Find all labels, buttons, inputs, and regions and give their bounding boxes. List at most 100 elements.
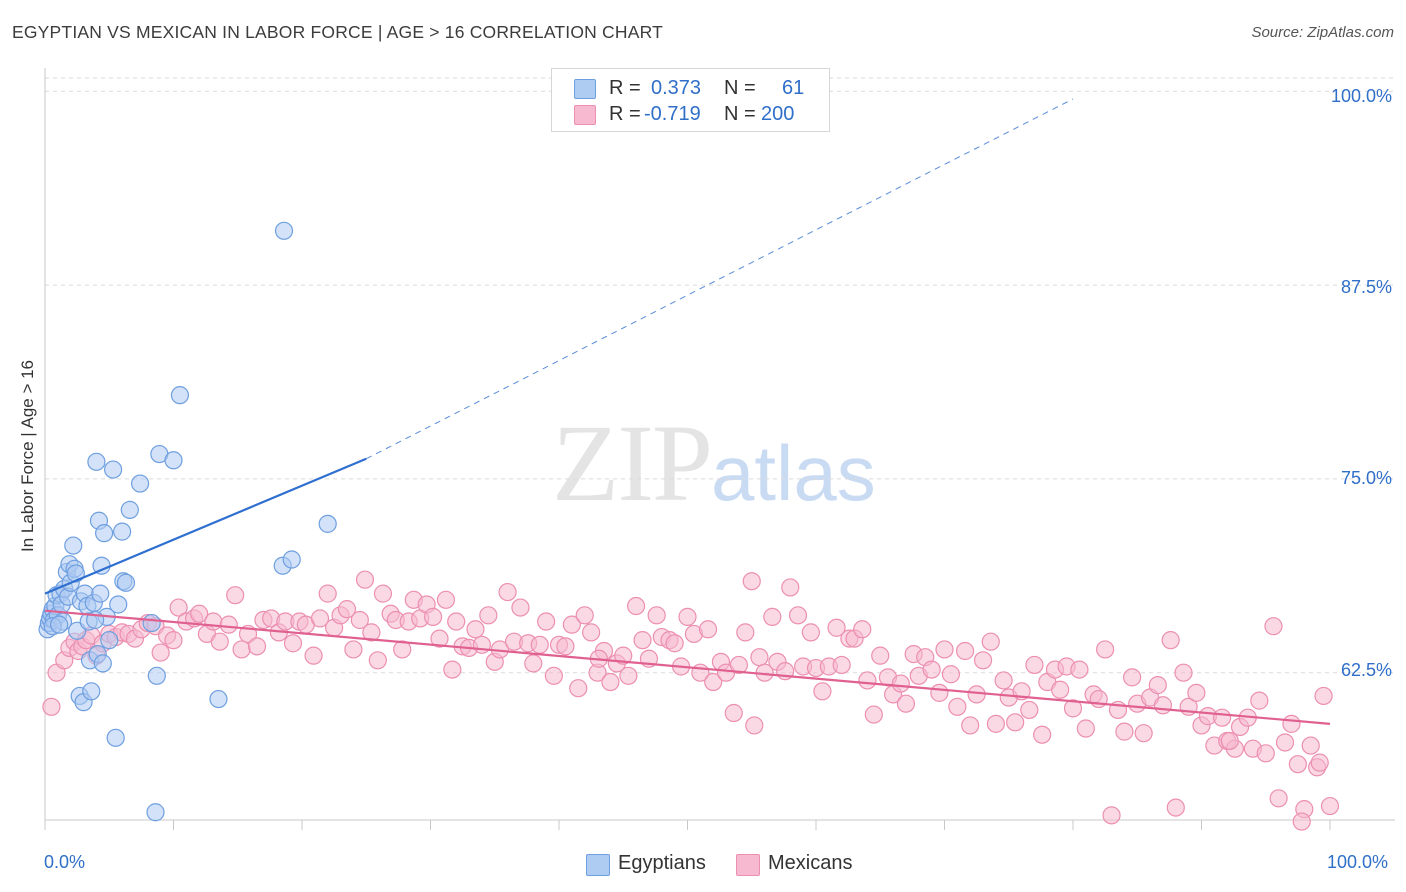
- mexicans-point: [1115, 722, 1134, 741]
- n-value: 61: [782, 77, 805, 99]
- mexicans-point: [704, 672, 723, 692]
- mexicans-point: [190, 604, 209, 623]
- n-label: N =: [724, 77, 756, 99]
- x-tick-label-0: 0.0%: [44, 852, 86, 872]
- watermark-atlas: atlas: [711, 429, 876, 517]
- mexicans-point: [232, 640, 251, 659]
- mexicans-point: [986, 714, 1006, 733]
- mexicans-point: [1096, 640, 1115, 659]
- mexicans-point: [210, 632, 229, 651]
- mexicans-point: [1025, 655, 1044, 675]
- mexicans-point: [1250, 691, 1269, 710]
- mexicans-point: [524, 654, 543, 673]
- r-value: 0.373: [651, 77, 702, 99]
- mexicans-point: [247, 637, 267, 656]
- mexicans-point: [788, 606, 808, 625]
- mexicans-point: [832, 655, 851, 675]
- mexicans-point: [1076, 719, 1095, 738]
- gridlines: [45, 77, 1395, 674]
- watermark: ZIPatlas: [552, 400, 876, 527]
- mexicans-point: [430, 629, 449, 648]
- mexicans-point: [633, 631, 652, 650]
- mexicans-point: [981, 632, 1000, 651]
- mexicans-point: [955, 641, 975, 661]
- mexicans-point: [423, 607, 443, 626]
- mexicans-point: [896, 694, 916, 713]
- mexicans-point: [1102, 806, 1121, 825]
- source-label: Source: ZipAtlas.com: [1251, 24, 1394, 41]
- r-label: R =: [609, 77, 641, 99]
- mexicans-point: [619, 666, 638, 685]
- mexicans-point: [941, 665, 961, 684]
- egyptians-point: [109, 595, 128, 614]
- mexicans-point: [930, 683, 949, 702]
- mexicans-point: [466, 620, 485, 639]
- mexicans-point: [678, 607, 697, 626]
- y-tick-label-62.5: 62.5%: [1340, 660, 1392, 680]
- egyptians-legend-swatch: [586, 854, 610, 876]
- mexicans-point: [801, 623, 820, 642]
- mexicans-point: [151, 643, 170, 662]
- egyptians-point: [147, 666, 166, 685]
- mexicans-point: [164, 631, 183, 650]
- egyptians-point: [164, 451, 183, 470]
- mexicans-point: [601, 672, 620, 692]
- egyptians-point: [64, 536, 83, 555]
- mexicans-point: [479, 606, 498, 625]
- mexicans-point: [1264, 617, 1283, 636]
- y-tick-label-75: 75.0%: [1340, 468, 1392, 488]
- mexicans-point: [827, 618, 846, 637]
- egyptians-trend-line: [44, 457, 367, 595]
- mexicans-point: [1153, 696, 1173, 715]
- egyptians-point: [100, 631, 119, 650]
- mexicans-point: [530, 635, 549, 654]
- mexicans-point: [813, 682, 832, 701]
- mexicans-point: [498, 582, 517, 602]
- mexicans-point: [763, 607, 782, 626]
- mexicans-point: [961, 716, 980, 735]
- mexicans-point: [393, 640, 412, 659]
- mexicans-point: [891, 674, 910, 693]
- watermark-zip: ZIP: [552, 402, 713, 524]
- mexicans-point: [1063, 699, 1083, 718]
- mexicans-point: [1220, 731, 1239, 751]
- mexicans-legend-swatch: [736, 854, 760, 876]
- mexicans-point: [368, 651, 387, 670]
- n-value: 200: [761, 103, 795, 125]
- mexicans-point: [1123, 668, 1142, 687]
- mexicans-point: [967, 685, 986, 704]
- mexicans-point: [750, 648, 769, 667]
- mexicans-point: [973, 651, 993, 670]
- mexicans-point: [447, 612, 466, 631]
- mexicans-point: [736, 623, 755, 642]
- mexicans-point: [337, 600, 357, 619]
- egyptians-point: [91, 584, 110, 603]
- axes: [44, 68, 1395, 830]
- correlation-legend: R = 0.373 N = 61 R = -0.719 N = 200: [551, 68, 830, 132]
- mexicans-point: [745, 716, 764, 735]
- mexicans-point: [204, 612, 223, 631]
- mexicans-point: [948, 697, 967, 716]
- egyptians-point: [282, 550, 301, 569]
- n-label: N =: [724, 103, 756, 125]
- mexicans-point: [1275, 733, 1295, 752]
- mexicans-point: [344, 640, 363, 659]
- mexicans-point: [1070, 660, 1089, 679]
- mexicans-point: [362, 623, 381, 642]
- mexicans-point: [858, 671, 877, 690]
- mexicans-point: [575, 606, 594, 625]
- y-tick-label-100: 100.0%: [1330, 86, 1392, 106]
- mexicans-point: [544, 666, 563, 685]
- mexicans-point: [665, 634, 684, 653]
- mexicans-point: [729, 655, 749, 675]
- egyptians-point: [106, 728, 125, 747]
- mexicans-points: [42, 570, 1340, 831]
- mexicans-point: [355, 570, 375, 589]
- mexicans-point: [373, 584, 393, 603]
- egyptians-legend-label: Egyptians: [618, 852, 706, 874]
- egyptians-point: [120, 500, 139, 519]
- mexicans-swatch: [574, 105, 596, 125]
- mexicans-point: [1212, 708, 1232, 727]
- mexicans-point: [724, 703, 743, 723]
- mexicans-point: [647, 606, 666, 625]
